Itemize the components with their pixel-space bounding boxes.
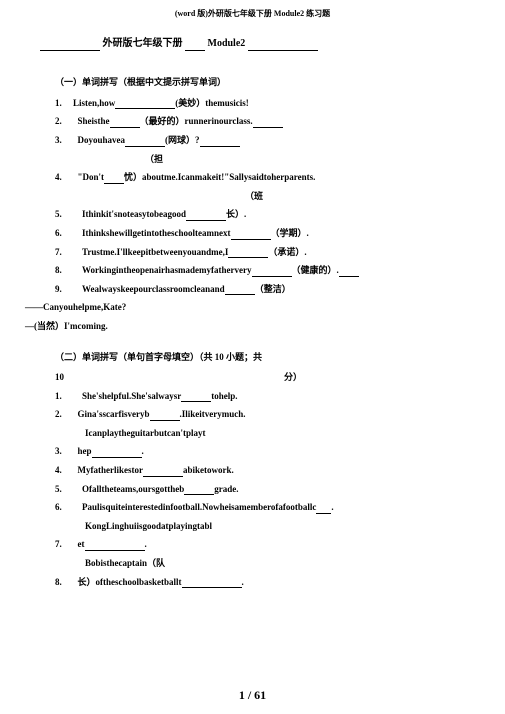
blank[interactable] [143,466,183,477]
q4: 4. "Don't忧）aboutme.Icanmakeit!"Sallysaid… [55,171,450,184]
q1: 1.Listen,how(美妙）themusicis! [55,97,450,110]
q2: 2. Sheisthe（最好的）runnerinourclass. [55,115,450,128]
blank[interactable] [339,266,359,277]
blank[interactable] [186,210,226,221]
s2q2: 2. Gina'sscarfisveryb.Ilikeitverymuch. [55,408,450,421]
blank[interactable] [181,391,211,402]
title-line-right [248,50,318,51]
blank[interactable] [85,540,145,551]
q5: 5. Ithinkit'snoteasytobeagood长）. [55,208,450,221]
title-row: 外研版七年级下册 Module2 [40,37,465,51]
q3: 3. Doyouhavea(网球）? [55,134,450,147]
section2: （二）单词拼写（单句首字母填空）（共 10 小题；共 10分） 1. She's… [55,351,450,589]
title-line-left [40,50,100,51]
pager: 1 / 61 [0,687,505,704]
q6: 6. Ithinkshewillgetintotheschoolteamnext… [55,227,450,240]
section2-pts: 10分） [55,371,450,384]
blank[interactable] [225,284,255,295]
s2q4: 4. Myfatherlikestorabiketowork. [55,464,450,477]
blank[interactable] [231,229,271,240]
title-gap [185,50,205,51]
s2q3: 3. hep. [55,445,450,458]
s2q8-pre: Bobisthecaptain（队 [85,557,450,570]
blank[interactable] [253,117,283,128]
dialog1: ——Canyouhelpme,Kate? [25,301,450,314]
blank[interactable] [92,447,142,458]
blank[interactable] [200,136,240,147]
blank[interactable] [125,136,165,147]
blank[interactable] [316,503,331,514]
s2q1: 1. She'shelpful.She'salwaysrtohelp. [55,390,450,403]
title-suffix: Module2 [208,37,246,51]
section2-title: （二）单词拼写（单句首字母填空）（共 10 小题；共 [55,351,450,364]
q7: 7. Trustme.I'llkeepitbetweenyouandme,I（承… [55,246,450,259]
blank[interactable] [252,266,292,277]
title-prefix: 外研版七年级下册 [103,37,183,51]
s2q6: 6. Paulisquiteinterestedinfootball.Nowhe… [55,501,450,514]
blank[interactable] [104,173,124,184]
s2q3-pre: Icanplaytheguitarbutcan'tplayt [85,427,450,440]
q8: 8. Workingintheopenairhasmademyfatherver… [55,264,450,277]
content: （一）单词拼写（根据中文提示拼写单词） 1.Listen,how(美妙）them… [55,76,450,588]
blank[interactable] [184,484,214,495]
blank[interactable] [110,117,140,128]
s2q7-pre: KongLinghuiisgoodatplayingtabl [85,520,450,533]
s2q7: 7. et. [55,538,450,551]
section1-title: （一）单词拼写（根据中文提示拼写单词） [55,76,450,89]
blank[interactable] [115,98,175,109]
q4-pre: （担 [145,153,450,166]
doc-header: (word 版)外研版七年级下册 Module2 练习题 [0,0,505,19]
q5-pre: （班 [245,190,450,203]
dialog2: —(当然）I'mcoming. [25,320,450,333]
q9: 9. Wealwayskeepourclassroomcleanand（整洁） [55,283,450,296]
blank[interactable] [182,577,242,588]
s2q5: 5. Ofalltheteams,oursgotthebgrade. [55,483,450,496]
blank[interactable] [150,410,180,421]
s2q8: 8. 长）oftheschoolbasketballt. [55,576,450,589]
blank[interactable] [228,247,268,258]
